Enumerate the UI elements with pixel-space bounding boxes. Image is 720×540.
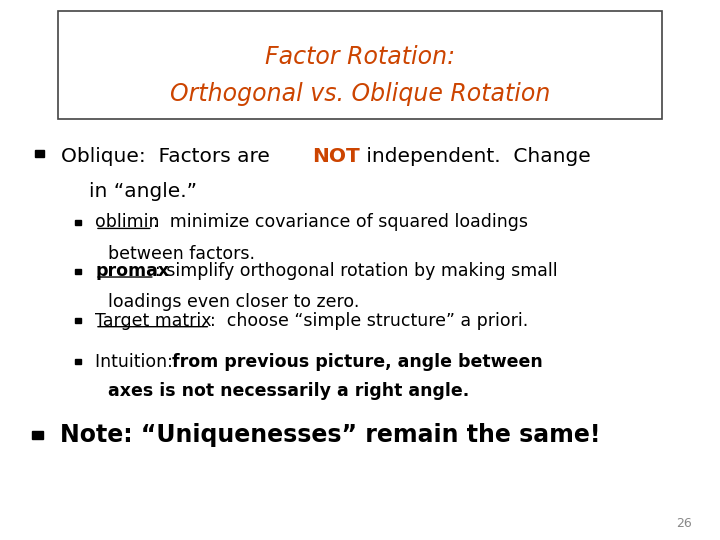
- Text: between factors.: between factors.: [108, 245, 255, 263]
- Text: Orthogonal vs. Oblique Rotation: Orthogonal vs. Oblique Rotation: [170, 83, 550, 106]
- Text: promax: promax: [95, 262, 169, 280]
- Text: independent.  Change: independent. Change: [360, 147, 590, 166]
- Bar: [75, 269, 81, 273]
- Bar: [75, 318, 81, 323]
- Text: axes is not necessarily a right angle.: axes is not necessarily a right angle.: [108, 382, 469, 400]
- Text: Intuition:: Intuition:: [95, 353, 184, 371]
- Text: Oblique:  Factors are: Oblique: Factors are: [61, 147, 276, 166]
- FancyBboxPatch shape: [58, 11, 662, 119]
- Text: oblimin: oblimin: [95, 213, 160, 232]
- Text: from previous picture, angle between: from previous picture, angle between: [172, 353, 543, 371]
- Bar: [32, 431, 43, 438]
- Bar: [75, 360, 81, 364]
- Text: 26: 26: [676, 517, 692, 530]
- Bar: [75, 220, 81, 225]
- Text: Target matrix: Target matrix: [95, 312, 212, 330]
- Text: : simplify orthogonal rotation by making small: : simplify orthogonal rotation by making…: [155, 262, 557, 280]
- Text: :  minimize covariance of squared loadings: : minimize covariance of squared loading…: [153, 213, 528, 232]
- Text: :  choose “simple structure” a priori.: : choose “simple structure” a priori.: [210, 312, 528, 330]
- Text: NOT: NOT: [312, 147, 359, 166]
- Bar: [35, 150, 45, 157]
- Text: Factor Rotation:: Factor Rotation:: [265, 45, 455, 69]
- Text: loadings even closer to zero.: loadings even closer to zero.: [108, 293, 359, 312]
- Text: Note: “Uniquenesses” remain the same!: Note: “Uniquenesses” remain the same!: [60, 423, 600, 447]
- Text: in “angle.”: in “angle.”: [89, 182, 197, 201]
